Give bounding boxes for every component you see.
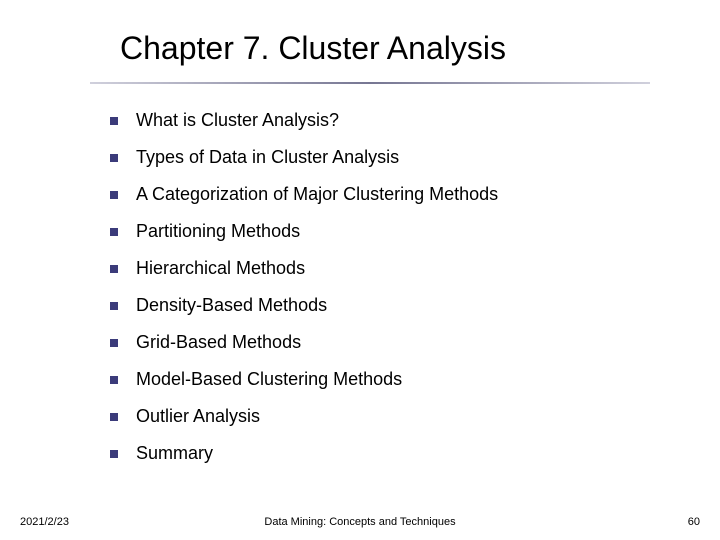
bullet-icon	[110, 154, 118, 162]
bullet-text: Model-Based Clustering Methods	[136, 369, 402, 390]
bullet-text: A Categorization of Major Clustering Met…	[136, 184, 498, 205]
bullet-icon	[110, 117, 118, 125]
list-item: Model-Based Clustering Methods	[110, 369, 670, 390]
slide-title: Chapter 7. Cluster Analysis	[120, 30, 506, 67]
bullet-icon	[110, 413, 118, 421]
title-underline	[90, 82, 650, 84]
list-item: Density-Based Methods	[110, 295, 670, 316]
list-item: Summary	[110, 443, 670, 464]
bullet-icon	[110, 376, 118, 384]
bullet-text: Types of Data in Cluster Analysis	[136, 147, 399, 168]
bullet-text: Density-Based Methods	[136, 295, 327, 316]
list-item: Hierarchical Methods	[110, 258, 670, 279]
bullet-icon	[110, 191, 118, 199]
underline-gradient	[90, 82, 650, 84]
list-item: A Categorization of Major Clustering Met…	[110, 184, 670, 205]
bullet-icon	[110, 450, 118, 458]
footer-title: Data Mining: Concepts and Techniques	[0, 516, 720, 528]
slide: Chapter 7. Cluster Analysis What is Clus…	[0, 0, 720, 540]
list-item: Partitioning Methods	[110, 221, 670, 242]
list-item: Outlier Analysis	[110, 406, 670, 427]
bullet-icon	[110, 265, 118, 273]
bullet-list: What is Cluster Analysis? Types of Data …	[110, 110, 670, 480]
bullet-icon	[110, 302, 118, 310]
bullet-text: Outlier Analysis	[136, 406, 260, 427]
bullet-text: Grid-Based Methods	[136, 332, 301, 353]
bullet-text: Partitioning Methods	[136, 221, 300, 242]
list-item: Types of Data in Cluster Analysis	[110, 147, 670, 168]
list-item: What is Cluster Analysis?	[110, 110, 670, 131]
bullet-icon	[110, 228, 118, 236]
bullet-text: What is Cluster Analysis?	[136, 110, 339, 131]
footer-page-number: 60	[688, 516, 700, 528]
list-item: Grid-Based Methods	[110, 332, 670, 353]
bullet-text: Summary	[136, 443, 213, 464]
bullet-icon	[110, 339, 118, 347]
bullet-text: Hierarchical Methods	[136, 258, 305, 279]
